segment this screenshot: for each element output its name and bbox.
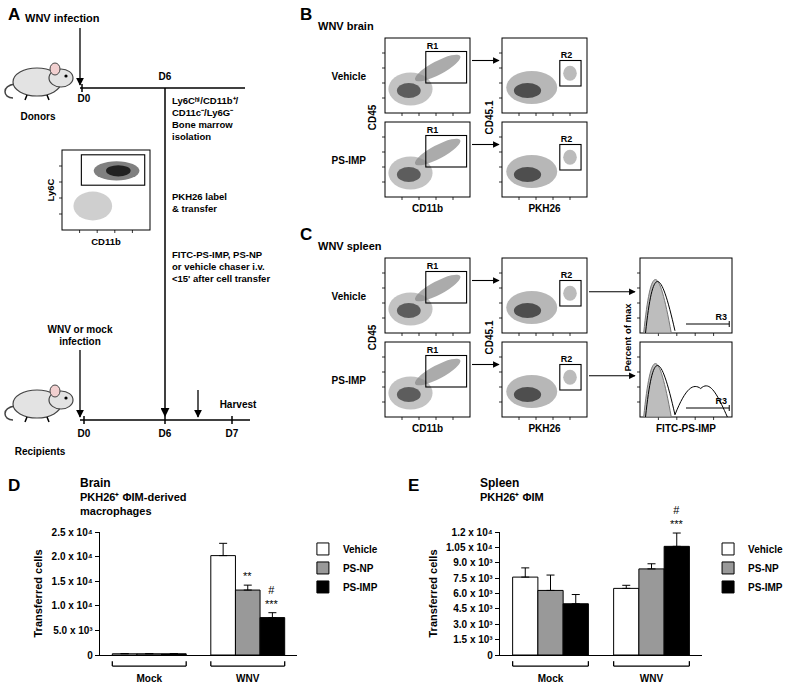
svg-text:#***: #*** (670, 504, 684, 530)
svg-text:Vehicle: Vehicle (343, 544, 378, 555)
svg-text:0: 0 (487, 650, 493, 661)
svg-text:Donors: Donors (21, 111, 56, 122)
svg-text:Transferred cells: Transferred cells (427, 549, 439, 637)
svg-text:WNV infection: WNV infection (25, 12, 100, 24)
svg-text:B: B (300, 5, 312, 24)
svg-text:PS-IMP: PS-IMP (748, 582, 783, 593)
svg-text:D7: D7 (226, 428, 239, 439)
svg-text:PS-IMP: PS-IMP (332, 375, 367, 386)
html-text:Brain: Brain (80, 476, 111, 490)
svg-text:isolation: isolation (172, 131, 211, 142)
svg-text:R2: R2 (561, 134, 573, 144)
svg-text:WNV or mock: WNV or mock (47, 324, 112, 335)
svg-text:1.5 x 10⁴: 1.5 x 10⁴ (52, 576, 93, 587)
svg-text:PS-NP: PS-NP (748, 563, 779, 574)
svg-text:1.5 x 10³: 1.5 x 10³ (453, 634, 493, 645)
svg-text:1.2 x 10⁴: 1.2 x 10⁴ (452, 527, 493, 538)
svg-text:**: ** (243, 570, 252, 582)
svg-text:CD11c⁻/Ly6G⁻: CD11c⁻/Ly6G⁻ (172, 107, 234, 118)
svg-text:R3: R3 (715, 312, 727, 322)
svg-text:R2: R2 (561, 50, 573, 60)
svg-text:R1: R1 (427, 261, 439, 271)
svg-text:R1: R1 (427, 41, 439, 51)
html-text:E: E (408, 476, 420, 495)
html-text:PKH26⁺ ΦIM: PKH26⁺ ΦIM (480, 491, 544, 503)
svg-text:WNV spleen: WNV spleen (318, 240, 382, 252)
svg-text:D0: D0 (78, 93, 91, 104)
svg-text:Transferred cells: Transferred cells (32, 549, 44, 637)
svg-text:Ly6C: Ly6C (45, 178, 56, 201)
svg-text:PKH26 label: PKH26 label (172, 191, 227, 202)
svg-text:7.5 x 10³: 7.5 x 10³ (453, 573, 493, 584)
svg-text:1.0 x 10⁴: 1.0 x 10⁴ (52, 600, 93, 611)
svg-text:R1: R1 (427, 125, 439, 135)
svg-text:9.0 x 10³: 9.0 x 10³ (453, 557, 493, 568)
html-text:Spleen: Spleen (480, 476, 520, 490)
svg-text:or vehicle chaser i.v.: or vehicle chaser i.v. (172, 261, 265, 272)
html-text:macrophages: macrophages (80, 505, 152, 517)
svg-text:Percent of max: Percent of max (622, 303, 633, 372)
svg-text:3.0 x 10³: 3.0 x 10³ (453, 619, 493, 630)
svg-text:PKH26: PKH26 (528, 423, 561, 434)
svg-text:CD45: CD45 (367, 104, 378, 130)
svg-text:Mock: Mock (538, 673, 564, 684)
svg-text:PS-NP: PS-NP (343, 563, 374, 574)
svg-text:PKH26: PKH26 (528, 203, 561, 214)
svg-text:D0: D0 (78, 428, 91, 439)
svg-text:5.0 x 10³: 5.0 x 10³ (53, 625, 93, 636)
svg-text:FITC-PS-IMP, PS-NP: FITC-PS-IMP, PS-NP (172, 249, 263, 260)
svg-text:R2: R2 (561, 354, 573, 364)
svg-text:R2: R2 (561, 270, 573, 280)
svg-text:Recipients: Recipients (15, 446, 66, 457)
svg-text:2.5 x 10⁴: 2.5 x 10⁴ (52, 527, 93, 538)
svg-text:<15' after cell transfer: <15' after cell transfer (172, 273, 270, 284)
svg-text:Vehicle: Vehicle (748, 544, 783, 555)
svg-text:#***: #*** (265, 584, 279, 610)
svg-text:CD11b: CD11b (412, 423, 443, 434)
svg-text:PS-IMP: PS-IMP (343, 582, 378, 593)
svg-text:CD45.1: CD45.1 (484, 100, 495, 134)
svg-text:Bone marrow: Bone marrow (172, 119, 233, 130)
html-text:D: D (8, 476, 21, 495)
svg-text:D6: D6 (159, 428, 172, 439)
svg-text:A: A (8, 5, 20, 24)
svg-text:FITC-PS-IMP: FITC-PS-IMP (656, 423, 716, 434)
svg-text:4.5 x 10³: 4.5 x 10³ (453, 603, 493, 614)
svg-text:PS-IMP: PS-IMP (332, 155, 367, 166)
svg-text:R3: R3 (715, 396, 727, 406)
svg-text:infection: infection (59, 336, 101, 347)
svg-text:WNV: WNV (236, 673, 260, 684)
svg-text:Vehicle: Vehicle (332, 291, 367, 302)
svg-text:& transfer: & transfer (172, 203, 217, 214)
svg-text:R1: R1 (427, 345, 439, 355)
svg-text:1.05 x 10⁴: 1.05 x 10⁴ (446, 542, 493, 553)
svg-text:CD45.1: CD45.1 (484, 320, 495, 354)
svg-text:CD11b: CD11b (412, 203, 443, 214)
svg-text:Ly6Cʰⁱ/CD11b⁺/: Ly6Cʰⁱ/CD11b⁺/ (172, 95, 239, 106)
svg-text:C: C (300, 225, 312, 244)
svg-text:Vehicle: Vehicle (332, 71, 367, 82)
svg-text:Mock: Mock (136, 673, 162, 684)
svg-text:0: 0 (87, 650, 93, 661)
svg-text:CD11b: CD11b (91, 236, 121, 247)
svg-text:WNV: WNV (640, 673, 664, 684)
svg-text:6.0 x 10³: 6.0 x 10³ (453, 588, 493, 599)
html-text:PKH26⁺ ΦIM-derived: PKH26⁺ ΦIM-derived (80, 491, 187, 503)
svg-text:CD45: CD45 (367, 324, 378, 350)
svg-text:D6: D6 (159, 71, 172, 82)
svg-text:2.0 x 10⁴: 2.0 x 10⁴ (52, 551, 93, 562)
svg-text:WNV brain: WNV brain (318, 20, 374, 32)
svg-text:Harvest: Harvest (220, 399, 257, 410)
